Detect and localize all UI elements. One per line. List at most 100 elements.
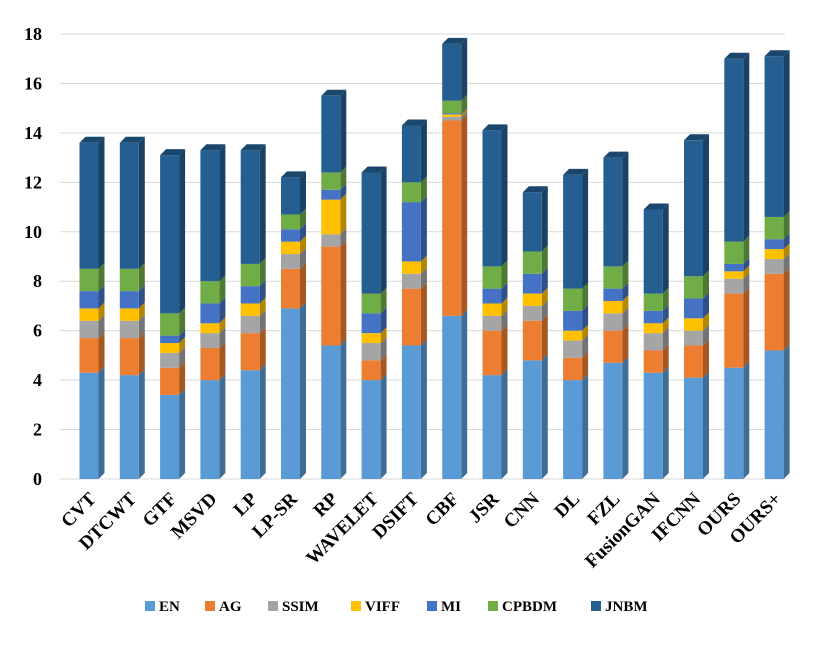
bar-segment-side xyxy=(461,94,468,114)
bar-segment-side xyxy=(541,299,548,321)
bar-segment-ag xyxy=(240,333,260,371)
bar-segment-side xyxy=(340,228,347,247)
bar-segment-jnbm xyxy=(724,58,744,242)
bar-segment-side xyxy=(622,295,629,314)
bar-segment-en xyxy=(160,394,180,479)
bar-segment-side xyxy=(783,50,790,217)
bar-segment-viff xyxy=(603,301,623,314)
bar-segment-side xyxy=(541,354,548,479)
legend: EN AG SSIM VIFF MI CPBDM JNBM xyxy=(145,599,648,615)
bar-top xyxy=(603,151,629,158)
bar-segment-jnbm xyxy=(563,174,583,289)
bar-segment-side xyxy=(138,136,145,269)
bar-segment-mi xyxy=(563,310,583,331)
bar-segment-side xyxy=(461,114,468,316)
bar-segment-side xyxy=(380,327,387,344)
legend-label: EN xyxy=(159,599,180,615)
legend-label: VIFF xyxy=(365,599,400,615)
bar-stack xyxy=(684,134,709,479)
bar-segment-jnbm xyxy=(764,56,784,217)
bar-segment-side xyxy=(340,193,347,235)
bar-segment-viff xyxy=(522,293,542,306)
bar-segment-side xyxy=(582,168,589,289)
bar-segment-side xyxy=(340,339,347,479)
bar-segment-viff xyxy=(361,333,381,344)
bar-segment-side xyxy=(501,369,508,479)
bar-segment-ag xyxy=(603,330,623,363)
bar-stack xyxy=(764,50,790,479)
bar-segment-side xyxy=(179,337,186,353)
bar-segment-en xyxy=(361,380,381,479)
bar-segment-side xyxy=(783,233,790,250)
bars xyxy=(79,37,790,479)
bar-segment-viff xyxy=(401,261,421,274)
x-tick-label: RP xyxy=(310,488,343,521)
bar-segment-ag xyxy=(442,120,462,316)
bar-segment-side xyxy=(622,324,629,363)
bar-segment-mi xyxy=(281,229,300,242)
bar-segment-en xyxy=(119,375,139,479)
bar-segment-side xyxy=(340,89,347,173)
bar-segment-ssim xyxy=(442,116,462,121)
x-tick-label: CBF xyxy=(422,489,464,531)
bar-segment-side xyxy=(541,287,548,306)
bar-segment-cpbdm xyxy=(240,263,260,287)
bar-segment-side xyxy=(783,344,790,479)
bar-segment-ssim xyxy=(200,333,220,348)
bar-segment-side xyxy=(541,186,548,252)
bar-segment-side xyxy=(662,304,669,324)
bar-segment-side xyxy=(541,245,548,274)
bar-segment-side xyxy=(300,171,306,215)
bar-segment-ssim xyxy=(563,340,583,358)
bar-segment-side xyxy=(662,287,669,311)
bar-segment-ag xyxy=(119,338,139,376)
bar-segment-ssim xyxy=(119,320,139,339)
bar-segment-side xyxy=(582,324,589,341)
bar-segment-side xyxy=(662,366,669,479)
bar-top xyxy=(643,203,669,210)
bar-top xyxy=(200,144,226,151)
bar-stack xyxy=(361,166,387,479)
bar-top xyxy=(79,136,105,143)
bar-segment-viff xyxy=(724,271,744,279)
legend-label: CPBDM xyxy=(502,599,557,615)
bar-segment-side xyxy=(420,176,427,203)
bar-top xyxy=(724,52,750,59)
bar-segment-side xyxy=(340,240,347,346)
bar-segment-side xyxy=(501,309,508,331)
bar-segment-ssim xyxy=(603,313,623,331)
bar-segment-mi xyxy=(643,310,663,324)
bar-segment-side xyxy=(420,119,427,183)
bar-segment-side xyxy=(98,314,105,339)
bar-segment-mi xyxy=(724,263,744,272)
bar-segment-cpbdm xyxy=(563,288,583,311)
bar-stack xyxy=(563,168,589,479)
legend-label: MI xyxy=(441,599,461,615)
legend-swatch-en xyxy=(145,601,155,611)
bar-segment-cpbdm xyxy=(603,266,623,289)
y-tick-label: 12 xyxy=(24,172,42,192)
bar-segment-en xyxy=(684,377,703,479)
bar-segment-ag xyxy=(79,338,99,373)
bar-segment-side xyxy=(340,183,347,200)
bar-segment-side xyxy=(501,324,508,376)
bar-stack xyxy=(724,52,750,479)
x-tick-label: DSIFT xyxy=(369,488,424,543)
bar-stack xyxy=(442,37,468,479)
bar-segment-side xyxy=(743,361,750,479)
bar-stack xyxy=(522,186,548,479)
bar-segment-side xyxy=(662,317,669,334)
bar-segment-side xyxy=(501,282,508,304)
bar-segment-ag xyxy=(724,293,744,368)
y-tick-label: 2 xyxy=(33,420,42,440)
legend-swatch-jnbm xyxy=(591,601,601,611)
bar-segment-side xyxy=(138,314,145,339)
bar-segment-side xyxy=(420,196,427,262)
bar-segment-side xyxy=(179,361,186,395)
bar-segment-cpbdm xyxy=(764,216,784,240)
bar-segment-side xyxy=(783,210,790,240)
bar-stack xyxy=(119,136,145,479)
bar-segment-side xyxy=(703,292,709,319)
